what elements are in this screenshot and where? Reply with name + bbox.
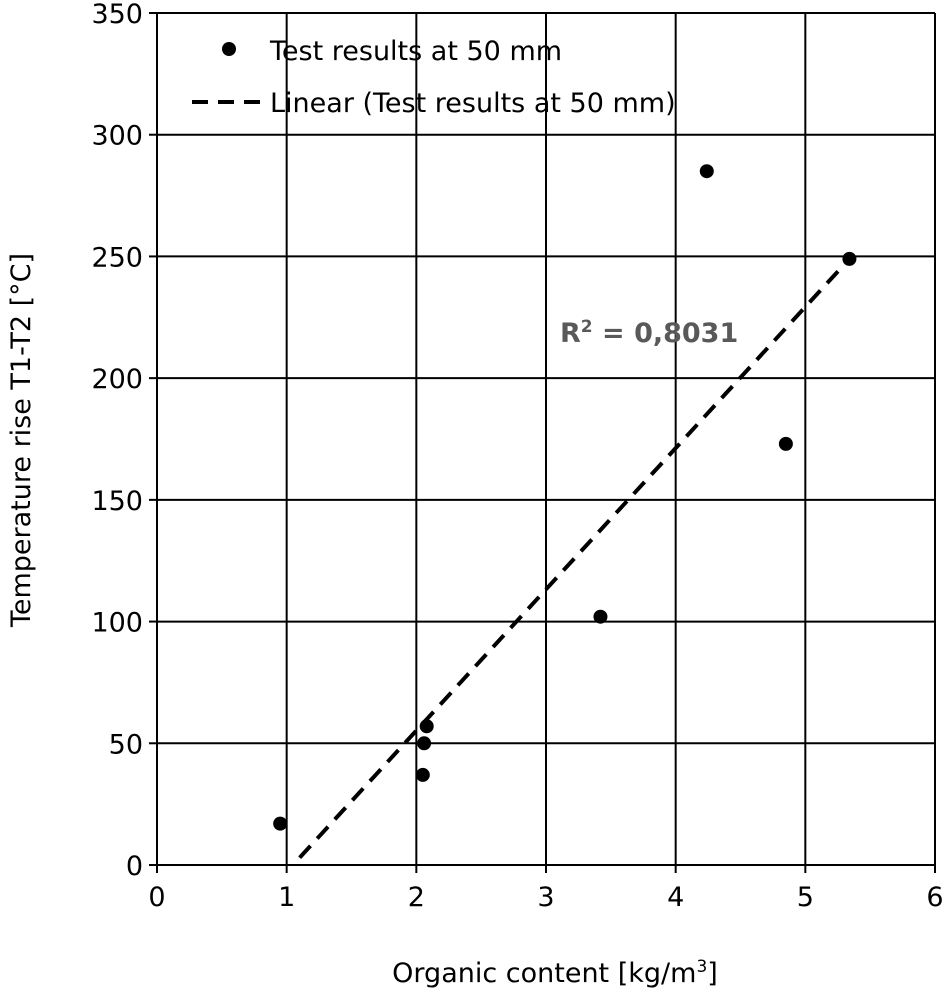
grid-lines: [149, 12, 936, 873]
x-tick-label-3: 3: [537, 882, 554, 913]
data-point-6: [778, 436, 793, 451]
y-tick-label-6: 300: [91, 121, 143, 152]
data-point-4: [593, 609, 608, 624]
data-points: [273, 164, 857, 831]
y-tick-labels: 0 50 100 150 200 250 300 350: [91, 0, 143, 882]
y-tick-label-1: 50: [109, 729, 143, 760]
r-squared-sup: 2: [581, 317, 593, 337]
trendline-group: [298, 257, 851, 860]
y-tick-label-0: 0: [126, 851, 143, 882]
legend: Test results at 50 mm Linear (Test resul…: [192, 36, 676, 119]
legend-label-trendline: Linear (Test results at 50 mm): [270, 88, 676, 119]
r-squared-label: R2 = 0,8031: [560, 317, 738, 349]
y-tick-label-7: 350: [91, 0, 143, 30]
data-point-3: [419, 719, 434, 734]
x-axis-title-end: ]: [707, 958, 718, 989]
y-tick-label-4: 200: [91, 364, 143, 395]
x-tick-label-1: 1: [278, 882, 295, 913]
x-tick-label-6: 6: [926, 882, 943, 913]
y-tick-label-3: 150: [91, 486, 143, 517]
r-squared-r: R: [560, 318, 581, 349]
x-tick-label-2: 2: [408, 882, 425, 913]
r-squared-value: = 0,8031: [593, 318, 739, 349]
x-axis-title-main: Organic content [kg/m: [392, 958, 696, 989]
y-tick-label-2: 100: [91, 608, 143, 639]
x-axis-title-sup: 3: [696, 957, 707, 977]
data-point-0: [273, 816, 288, 831]
x-tick-label-0: 0: [148, 882, 165, 913]
legend-label-points: Test results at 50 mm: [269, 36, 562, 67]
y-tick-label-5: 250: [91, 242, 143, 273]
data-point-2: [417, 736, 432, 751]
legend-marker-points: [222, 42, 236, 56]
x-tick-label-4: 4: [667, 882, 684, 913]
x-tick-label-5: 5: [797, 882, 814, 913]
y-axis-title: Temperature rise T1-T2 [°C]: [6, 253, 37, 628]
trendline: [298, 257, 851, 860]
x-tick-labels: 0 1 2 3 4 5 6: [148, 882, 943, 913]
data-point-1: [415, 767, 430, 782]
x-axis-title: Organic content [kg/m3]: [392, 957, 718, 989]
data-point-5: [699, 164, 714, 179]
data-point-7: [842, 251, 857, 266]
